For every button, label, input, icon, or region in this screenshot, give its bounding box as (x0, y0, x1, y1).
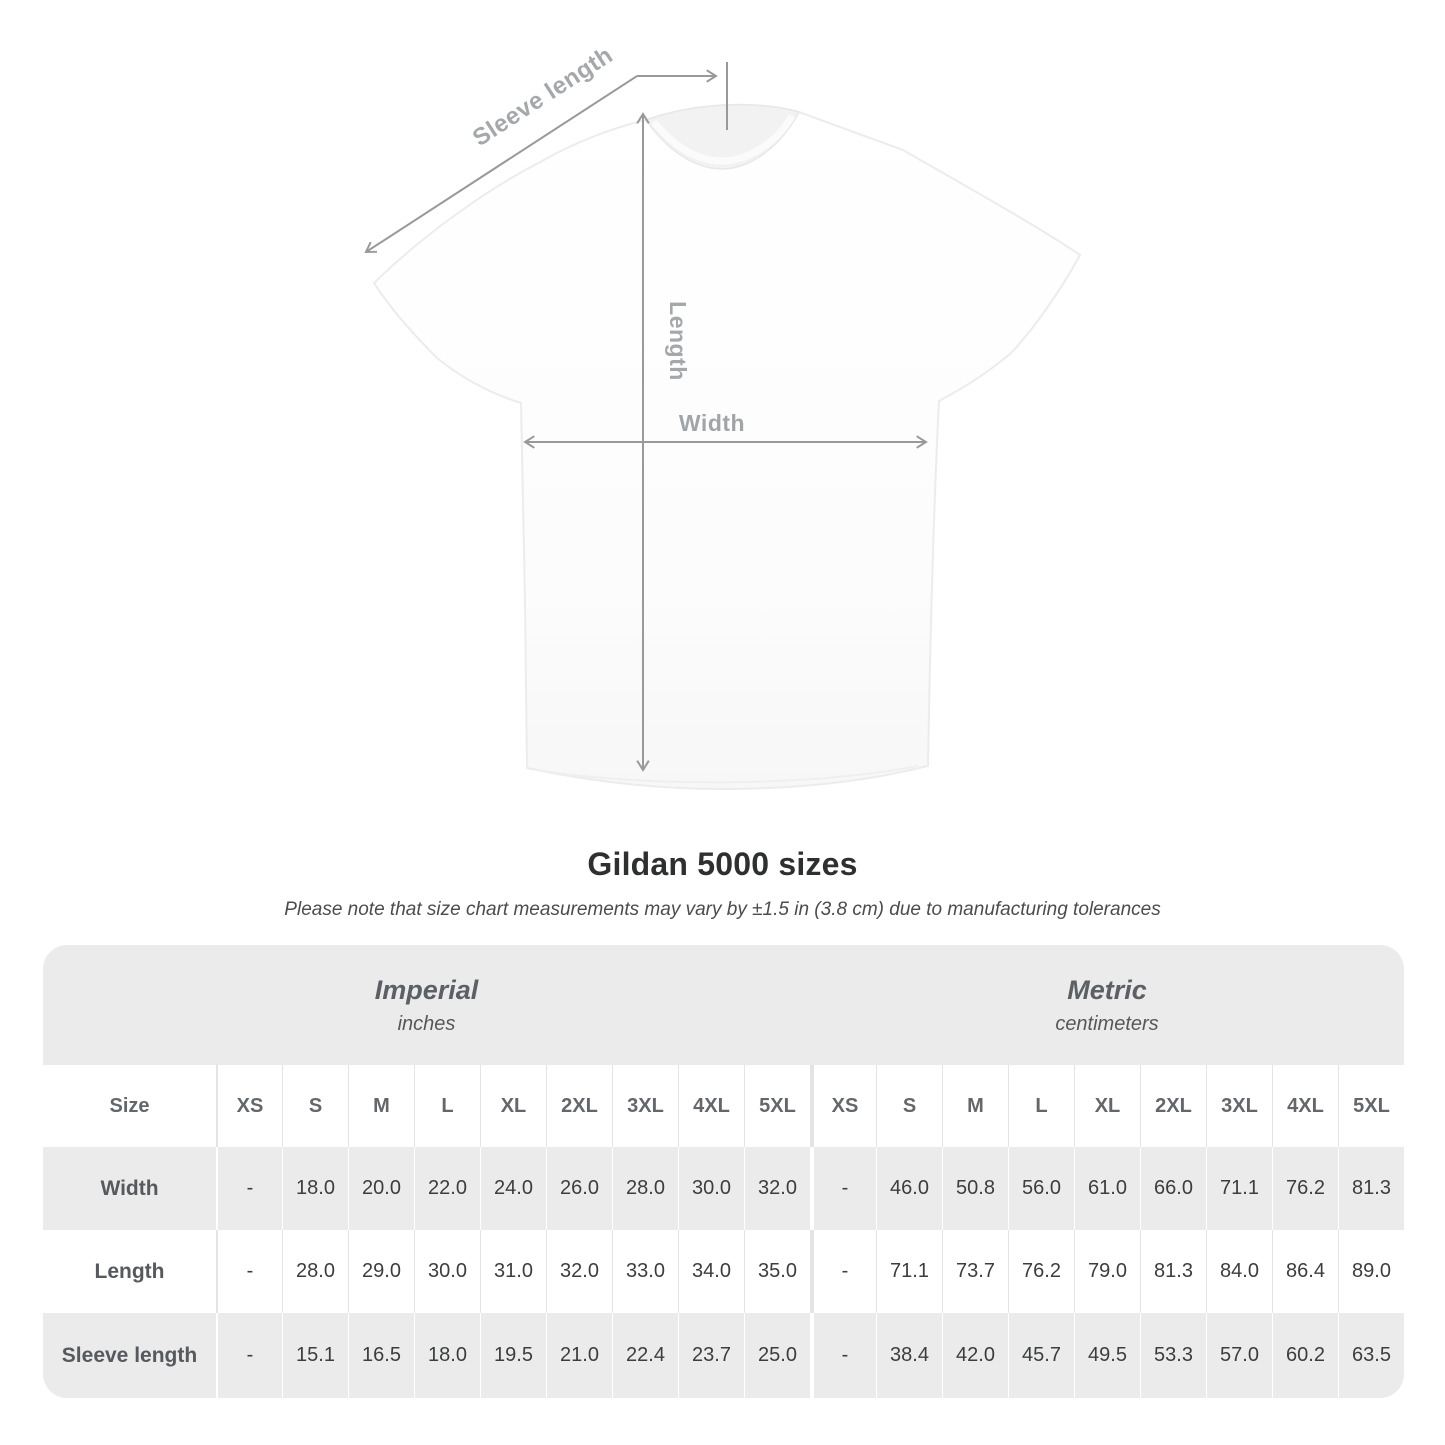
imperial-subtitle: inches (397, 1012, 456, 1035)
table-cell: 22.0 (414, 1147, 480, 1230)
table-cell: 66.0 (1140, 1147, 1206, 1230)
table-cell: 49.5 (1074, 1313, 1140, 1398)
metric-section-header: Metric centimeters (810, 945, 1404, 1065)
table-cell: 76.2 (1272, 1147, 1338, 1230)
table-cell: 73.7 (942, 1230, 1008, 1313)
table-cell: 76.2 (1008, 1230, 1074, 1313)
column-header-3xl-imperial: 3XL (612, 1065, 678, 1147)
table-cell: 50.8 (942, 1147, 1008, 1230)
table-cell: 79.0 (1074, 1230, 1140, 1313)
tshirt-diagram: Sleeve length Length Width (364, 41, 1082, 791)
table-cell: - (216, 1230, 282, 1313)
column-header-3xl-metric: 3XL (1206, 1065, 1272, 1147)
table-cell: 71.1 (876, 1230, 942, 1313)
table-cell: - (216, 1313, 282, 1398)
table-cell: 53.3 (1140, 1313, 1206, 1398)
size-chart-title: Gildan 5000 sizes (587, 846, 858, 882)
column-header-2xl-imperial: 2XL (546, 1065, 612, 1147)
table-cell: 30.0 (414, 1230, 480, 1313)
table-cell: 57.0 (1206, 1313, 1272, 1398)
table-cell: - (810, 1313, 876, 1398)
table-cell: 30.0 (678, 1147, 744, 1230)
tshirt-image (372, 103, 1082, 791)
table-cell: 46.0 (876, 1147, 942, 1230)
table-cell: 28.0 (282, 1230, 348, 1313)
table-cell: 86.4 (1272, 1230, 1338, 1313)
column-header-4xl-metric: 4XL (1272, 1065, 1338, 1147)
table-cell: 84.0 (1206, 1230, 1272, 1313)
column-header-xs-imperial: XS (216, 1065, 282, 1147)
tolerance-note: Please note that size chart measurements… (284, 899, 1161, 920)
table-cell: - (216, 1147, 282, 1230)
table-cell: 16.5 (348, 1313, 414, 1398)
table-cell: 81.3 (1140, 1230, 1206, 1313)
table-cell: 56.0 (1008, 1147, 1074, 1230)
table-cell: 18.0 (282, 1147, 348, 1230)
table-cell: 33.0 (612, 1230, 678, 1313)
column-header-m-imperial: M (348, 1065, 414, 1147)
table-cell: 25.0 (744, 1313, 810, 1398)
table-cell: 19.5 (480, 1313, 546, 1398)
metric-subtitle: centimeters (1055, 1012, 1159, 1035)
table-cell: 45.7 (1008, 1313, 1074, 1398)
row-label-sleeve-length: Sleeve length (43, 1313, 216, 1398)
table-cell: 15.1 (282, 1313, 348, 1398)
column-header-l-imperial: L (414, 1065, 480, 1147)
column-header-s-imperial: S (282, 1065, 348, 1147)
column-header-l-metric: L (1008, 1065, 1074, 1147)
row-label-length: Length (94, 1259, 165, 1283)
table-cell: 22.4 (612, 1313, 678, 1398)
table-cell: 60.2 (1272, 1313, 1338, 1398)
column-header-m-metric: M (942, 1065, 1008, 1147)
table-cell: - (810, 1230, 876, 1313)
table-cell: 31.0 (480, 1230, 546, 1313)
table-cell: 63.5 (1338, 1313, 1404, 1398)
table-cell: 38.4 (876, 1313, 942, 1398)
table-cell: 21.0 (546, 1313, 612, 1398)
table-cell: 42.0 (942, 1313, 1008, 1398)
width-label: Width (679, 410, 745, 436)
metric-title: Metric (1067, 974, 1147, 1005)
column-header-4xl-imperial: 4XL (678, 1065, 744, 1147)
table-cell: 89.0 (1338, 1230, 1404, 1313)
tshirt-collar-band (651, 114, 796, 165)
column-header-2xl-metric: 2XL (1140, 1065, 1206, 1147)
table-cell: 61.0 (1074, 1147, 1140, 1230)
size-table: Imperial inches Metric centimeters Size X… (43, 945, 1404, 1398)
column-header-xs-metric: XS (810, 1065, 876, 1147)
table-cell: 20.0 (348, 1147, 414, 1230)
table-cell: 29.0 (348, 1230, 414, 1313)
length-label: Length (665, 301, 691, 381)
table-cell: 26.0 (546, 1147, 612, 1230)
imperial-title: Imperial (374, 974, 479, 1005)
column-header-xl-metric: XL (1074, 1065, 1140, 1147)
sleeve-length-arrow (364, 75, 638, 254)
column-header-5xl-imperial: 5XL (744, 1065, 810, 1147)
column-header-5xl-metric: 5XL (1338, 1065, 1404, 1147)
table-cell: 34.0 (678, 1230, 744, 1313)
column-header-xl-imperial: XL (480, 1065, 546, 1147)
table-cell: 28.0 (612, 1147, 678, 1230)
table-cell: 81.3 (1338, 1147, 1404, 1230)
table-cell: 18.0 (414, 1313, 480, 1398)
imperial-section-header: Imperial inches (43, 945, 810, 1065)
row-label-width: Width (43, 1147, 216, 1230)
table-cell: - (810, 1147, 876, 1230)
table-cell: 32.0 (546, 1230, 612, 1313)
table-cell: 71.1 (1206, 1147, 1272, 1230)
column-header-s-metric: S (876, 1065, 942, 1147)
tshirt-hem-fold (536, 765, 919, 784)
table-cell: 35.0 (744, 1230, 810, 1313)
table-cell: 24.0 (480, 1147, 546, 1230)
column-header-size: Size (109, 1094, 150, 1117)
table-cell: 32.0 (744, 1147, 810, 1230)
table-cell: 23.7 (678, 1313, 744, 1398)
